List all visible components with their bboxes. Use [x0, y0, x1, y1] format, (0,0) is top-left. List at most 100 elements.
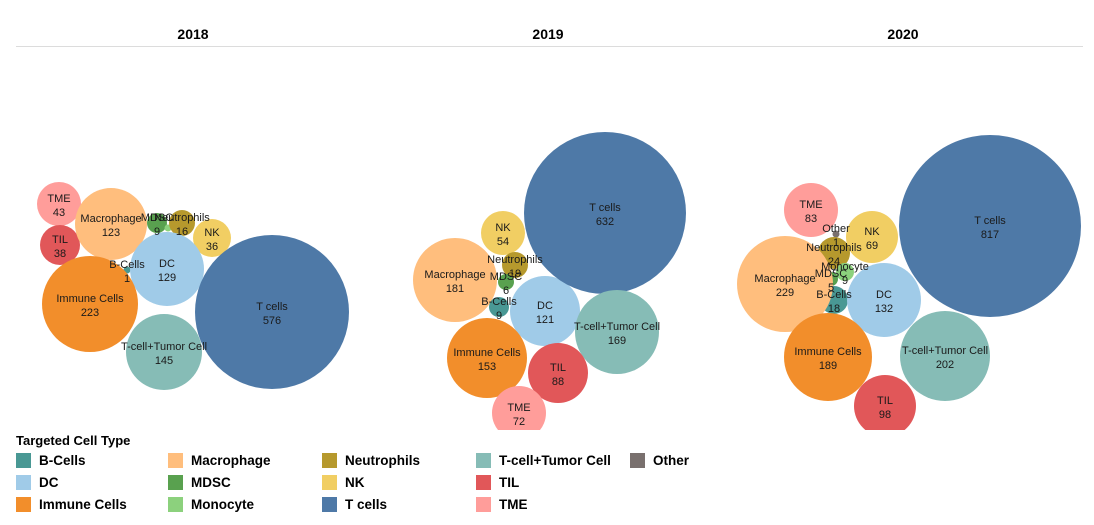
bubble-value-2019-tme: 72 [513, 416, 525, 428]
legend-swatch [322, 452, 337, 468]
bubble-2020-til[interactable] [854, 375, 916, 430]
bubble-value-2018-til: 38 [54, 248, 66, 260]
legend-item-other[interactable]: Other [630, 451, 689, 469]
bubble-label-2020-nk: NK [864, 226, 880, 238]
bubble-2018-neutrophils[interactable] [169, 210, 195, 236]
bubble-value-2018-b-cells: 1 [124, 273, 130, 285]
bubble-label-2018-neutrophils: Neutrophils [154, 212, 210, 224]
bubble-value-2020-til: 98 [879, 409, 891, 421]
bubble-2018-t-cell-tumor-cell[interactable] [126, 314, 202, 390]
legend-item-tme[interactable]: TME [476, 495, 528, 513]
bubble-2019-macrophage[interactable] [413, 238, 497, 322]
bubble-value-2019-immune-cells: 153 [478, 361, 496, 373]
bubble-label-2019-mdsc: MDSC [490, 271, 522, 283]
legend-label: B-Cells [39, 452, 86, 468]
legend-label: MDSC [191, 474, 231, 490]
bubble-2020-nk[interactable] [846, 211, 898, 263]
bubble-2018-macrophage[interactable] [75, 188, 147, 260]
bubble-label-2020-til: TIL [877, 395, 893, 407]
legend-label: Immune Cells [39, 496, 127, 512]
bubble-2018-dc[interactable] [130, 232, 204, 306]
bubble-label-2018-macrophage: Macrophage [80, 213, 141, 225]
legend-item-macrophage[interactable]: Macrophage [168, 451, 271, 469]
bubble-label-2019-macrophage: Macrophage [424, 269, 485, 281]
bubble-2020-immune-cells[interactable] [784, 313, 872, 401]
legend-swatch [16, 452, 31, 468]
bubble-2020-monocyte[interactable] [836, 263, 854, 281]
bubble-value-2020-mdsc: 5 [828, 282, 834, 294]
bubble-value-2020-t-cells: 817 [981, 229, 999, 241]
legend-item-mdsc[interactable]: MDSC [168, 473, 231, 491]
legend-item-t-cell-tumor-cell[interactable]: T-cell+Tumor Cell [476, 451, 611, 469]
bubble-2019-neutrophils[interactable] [502, 252, 528, 278]
bubble-2019-tme[interactable] [492, 386, 546, 430]
bubble-2019-nk[interactable] [481, 211, 525, 255]
bubble-2019-til[interactable] [528, 343, 588, 403]
bubble-value-2018-macrophage: 123 [102, 227, 120, 239]
bubble-value-2020-macrophage: 229 [776, 287, 794, 299]
bubble-value-2018-t-cells: 576 [263, 315, 281, 327]
legend-item-t-cells[interactable]: T cells [322, 495, 387, 513]
legend-item-til[interactable]: TIL [476, 473, 519, 491]
bubble-label-2019-tme: TME [507, 402, 530, 414]
bubble-value-2020-b-cells: 18 [828, 303, 840, 315]
bubble-2019-mdsc[interactable] [498, 274, 514, 290]
bubble-chart: TME 43 TIL 38 Macrophage 123 MDSC 9 Neutrophils 1… [37, 132, 1081, 430]
legend-item-immune-cells[interactable]: Immune Cells [16, 495, 127, 513]
bubble-label-2018-tme: TME [47, 193, 70, 205]
facet-header-2020: 2020 [887, 26, 919, 42]
bubble-2020-t-cell-tumor-cell[interactable] [900, 311, 990, 401]
legend-label: Monocyte [191, 496, 255, 512]
bubble-label-2020-macrophage: Macrophage [754, 273, 815, 285]
bubble-value-2018-neutrophils: 16 [176, 226, 188, 238]
legend-item-nk[interactable]: NK [322, 473, 365, 491]
legend-item-monocyte[interactable]: Monocyte [168, 495, 254, 513]
legend-item-dc[interactable]: DC [16, 473, 59, 491]
bubble-2018-tme[interactable] [37, 182, 81, 226]
legend-swatch [16, 474, 31, 490]
bubble-label-2020-t-cells: T cells [974, 215, 1006, 227]
bubble-label-2019-dc: DC [537, 300, 553, 312]
bubble-2020-dc[interactable] [847, 263, 921, 337]
bubble-value-2019-neutrophils: 19 [509, 268, 521, 280]
bubble-2020-other[interactable] [832, 230, 840, 238]
legend-label: Other [653, 452, 690, 468]
bubble-2018-nk[interactable] [193, 219, 231, 257]
legend-swatch [476, 474, 491, 490]
legend-title: Targeted Cell Type [16, 433, 131, 448]
bubble-2019-t-cells[interactable] [524, 132, 686, 294]
bubble-label-2019-til: TIL [550, 362, 566, 374]
bubble-2019-t-cell-tumor-cell[interactable] [575, 290, 659, 374]
bubble-2018-immune-cells[interactable] [42, 256, 138, 352]
legend-swatch [322, 496, 337, 512]
bubble-label-2020-tme: TME [799, 199, 822, 211]
legend-swatch [630, 452, 645, 468]
bubble-value-2020-nk: 69 [866, 240, 878, 252]
bubble-label-2019-neutrophils: Neutrophils [487, 254, 543, 266]
bubble-2018-til[interactable] [40, 225, 80, 265]
bubble-label-2020-neutrophils: Neutrophils [806, 242, 862, 254]
legend-label: T cells [345, 496, 388, 512]
bubble-2019-b-cells[interactable] [489, 297, 509, 317]
bubble-2019-dc[interactable] [510, 276, 580, 346]
header-divider [16, 46, 1083, 47]
bubble-2020-t-cells[interactable] [899, 135, 1081, 317]
bubble-label-2018-mdsc: MDSC [141, 212, 173, 224]
bubble-2020-macrophage[interactable] [737, 236, 833, 332]
legend-swatch [168, 452, 183, 468]
bubble-2019-immune-cells[interactable] [447, 318, 527, 398]
bubble-label-2019-b-cells: B-Cells [481, 296, 517, 308]
legend-swatch [168, 474, 183, 490]
bubble-2018-mdsc[interactable] [147, 213, 167, 233]
legend-item-b-cells[interactable]: B-Cells [16, 451, 86, 469]
bubble-label-2018-t-cell-tumor-cell: T-cell+Tumor Cell [121, 341, 207, 353]
legend-item-neutrophils[interactable]: Neutrophils [322, 451, 420, 469]
bubble-value-2018-tme: 43 [53, 207, 65, 219]
bubble-2018-t-cells[interactable] [195, 235, 349, 389]
bubble-value-2019-dc: 121 [536, 314, 554, 326]
bubble-value-2019-b-cells: 9 [496, 310, 502, 322]
legend-label: Neutrophils [345, 452, 421, 468]
bubble-2020-tme[interactable] [784, 183, 838, 237]
legend-label: DC [39, 474, 59, 490]
bubble-value-2020-immune-cells: 189 [819, 360, 837, 372]
